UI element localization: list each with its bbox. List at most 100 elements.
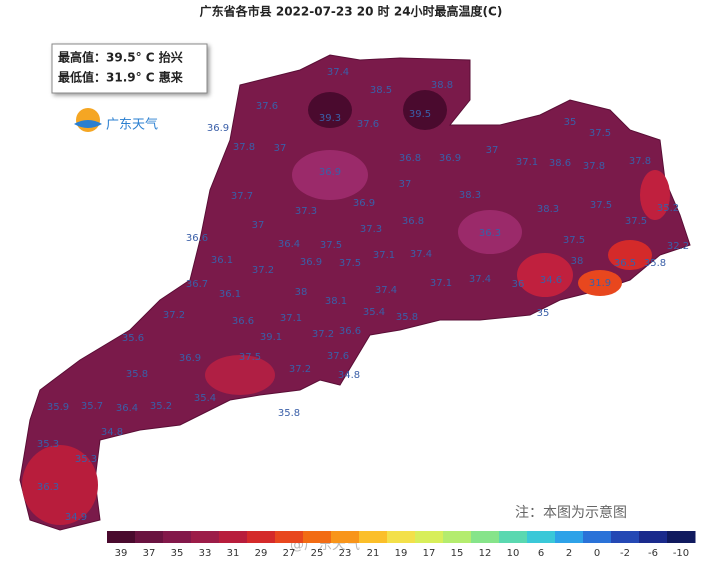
region-patch [640, 170, 670, 220]
colorbar-swatch [303, 531, 332, 543]
province-shape [19, 54, 691, 531]
temp-label: 36.9 [353, 198, 375, 209]
colorbar-swatch [555, 531, 584, 543]
colorbar-swatch [415, 531, 444, 543]
temp-label: 34.8 [338, 370, 360, 381]
temp-label: 37.5 [625, 216, 647, 227]
colorbar-label: 0 [594, 548, 600, 559]
temp-label: 37.3 [295, 206, 317, 217]
note: 注：本图为示意图 [515, 504, 627, 521]
temp-label: 36.9 [439, 153, 461, 164]
temp-label: 37.5 [320, 240, 342, 251]
temp-label: 36.7 [186, 279, 208, 290]
temp-label: 36.5 [614, 258, 636, 269]
colorbar-label: 31 [227, 548, 240, 559]
temp-label: 35.4 [194, 393, 216, 404]
region-patch [308, 92, 352, 128]
temp-label: 37.4 [410, 249, 432, 260]
info-box [51, 43, 208, 94]
colorbar-swatch [583, 531, 612, 543]
region-patch [517, 253, 573, 297]
temp-label: 37.2 [312, 329, 334, 340]
temp-label: 36.3 [479, 228, 501, 239]
temp-label: 38.3 [459, 190, 481, 201]
colorbar-swatch [359, 531, 388, 543]
colorbar-label: 37 [143, 548, 156, 559]
colorbar-label: 23 [339, 548, 352, 559]
temp-label: 38 [571, 256, 584, 267]
colorbar-label: 35 [171, 548, 184, 559]
colorbar-label: 29 [255, 548, 268, 559]
temp-label: 35.2 [657, 203, 679, 214]
temp-label: 37.4 [469, 274, 491, 285]
temp-label: 37.1 [516, 157, 538, 168]
temp-label: 38.6 [549, 158, 571, 169]
temp-label: 35 [564, 117, 577, 128]
colorbar-label: 27 [283, 548, 296, 559]
temp-label: 36.1 [211, 255, 233, 266]
temp-label: 37.7 [231, 191, 253, 202]
temp-label: 35 [537, 308, 550, 319]
temp-label: 37.1 [430, 278, 452, 289]
temp-label: 35.8 [278, 408, 300, 419]
temp-label: 36.9 [179, 353, 201, 364]
colorbar-label: 15 [451, 548, 464, 559]
temp-label: 36.9 [207, 123, 229, 134]
temp-label: 36.9 [300, 257, 322, 268]
temp-label: 35.6 [122, 333, 144, 344]
temp-label: 34.9 [65, 512, 87, 523]
colorbar-swatch [387, 531, 416, 543]
temp-label: 37.5 [589, 128, 611, 139]
temp-label: 37 [274, 143, 287, 154]
temp-label: 38.8 [431, 80, 453, 91]
temp-label: 32.2 [667, 241, 689, 252]
temp-label: 37.4 [327, 67, 349, 78]
temp-label: 38.3 [537, 204, 559, 215]
temp-label: 37.6 [327, 351, 349, 362]
region-patch [292, 150, 368, 200]
temp-label: 35.3 [37, 439, 59, 450]
temp-label: 36.6 [186, 233, 208, 244]
colorbar-swatch [135, 531, 164, 543]
colorbar-label: 19 [395, 548, 408, 559]
temp-label: 36.6 [232, 316, 254, 327]
temp-label: 36.9 [319, 167, 341, 178]
temp-label: 37.5 [590, 200, 612, 211]
temp-label: 37.8 [583, 161, 605, 172]
colorbar-swatch [331, 531, 360, 543]
temp-label: 35.9 [47, 402, 69, 413]
temp-label: 36.4 [278, 239, 300, 250]
temp-label: 37.2 [163, 310, 185, 321]
colorbar-label: 10 [507, 548, 520, 559]
region-patch [458, 210, 522, 254]
colorbar-label: 39 [115, 548, 128, 559]
map-labels: 37.4 38.5 38.8 37.6 39.3 37.6 39.5 35 37.5 36.9 37… [37, 67, 689, 523]
temp-label: 39.1 [260, 332, 282, 343]
temp-label: 36.8 [399, 153, 421, 164]
colorbar-label: 25 [311, 548, 324, 559]
temp-label: 35.7 [81, 401, 103, 412]
temp-label: 36.8 [402, 216, 424, 227]
temp-label: 34.6 [540, 275, 562, 286]
temp-label: 39.3 [319, 113, 341, 124]
temp-label: 37.2 [289, 364, 311, 375]
colorbar-label: 12 [479, 548, 492, 559]
colorbar: 39 37 35 33 31 29 27 25 23 21 19 17 15 12 10 6 2 0 -2 -6 -10 [107, 531, 696, 559]
colorbar-label: -2 [620, 548, 630, 559]
info-min: 最低值：31.9° C 惠来 [58, 70, 184, 85]
colorbar-swatch [527, 531, 556, 543]
temp-label: 35.8 [126, 369, 148, 380]
region-patch [608, 240, 652, 270]
colorbar-swatch [275, 531, 304, 543]
temp-label: 37.5 [563, 235, 585, 246]
temp-label: 36.1 [219, 289, 241, 300]
temp-label: 35.3 [75, 454, 97, 465]
colorbar-label: -10 [673, 548, 689, 559]
temp-label: 37.3 [360, 224, 382, 235]
temp-label: 35.4 [363, 307, 385, 318]
region-patch [403, 90, 447, 130]
temp-label: 37.2 [252, 265, 274, 276]
region-patch [578, 270, 622, 296]
